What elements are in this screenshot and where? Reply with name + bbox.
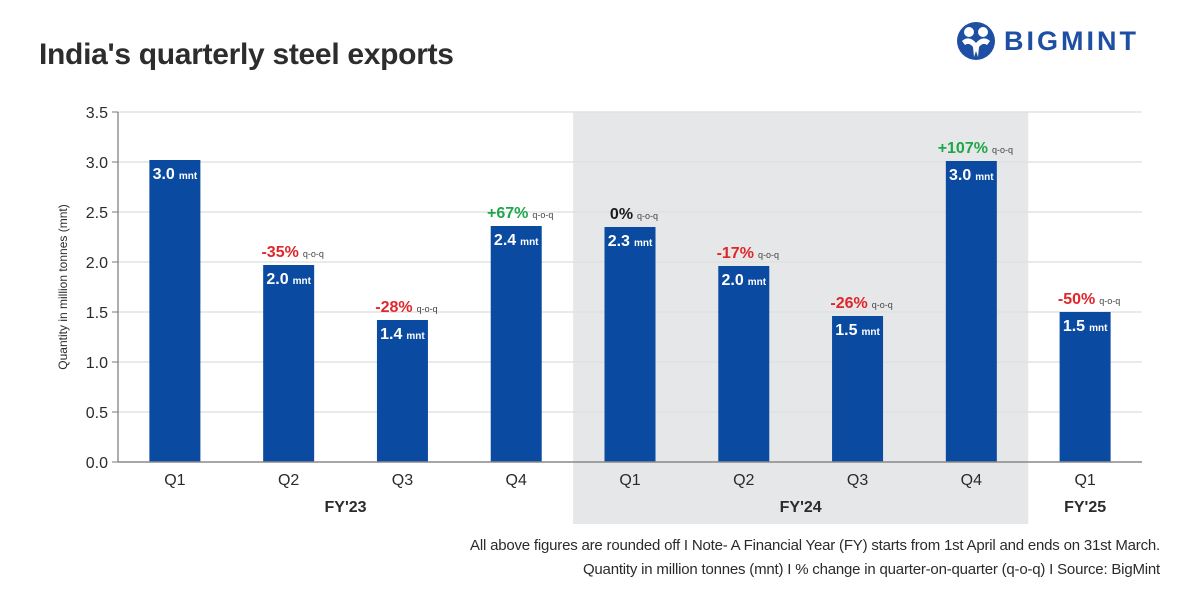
footer-note: All above figures are rounded off I Note… bbox=[470, 537, 1160, 554]
qoq-change-label: +107% q-o-q bbox=[938, 140, 1013, 157]
qoq-change-label: -50% q-o-q bbox=[1058, 291, 1120, 308]
bar bbox=[604, 227, 656, 462]
y-tick-label: 3.0 bbox=[86, 155, 108, 172]
bar-value-label: 2.0 mnt bbox=[721, 272, 766, 289]
bar-value-label: 1.5 mnt bbox=[835, 322, 880, 339]
bar-value-label: 2.4 mnt bbox=[494, 232, 539, 249]
x-tick-label: Q3 bbox=[847, 472, 868, 489]
x-tick-label: Q2 bbox=[733, 472, 754, 489]
bar-value-label: 3.0 mnt bbox=[153, 166, 198, 183]
bar-value-label: 3.0 mnt bbox=[949, 167, 994, 184]
bar bbox=[832, 316, 884, 462]
y-tick-label: 1.0 bbox=[86, 355, 108, 372]
bar bbox=[149, 160, 201, 462]
fiscal-year-label: FY'25 bbox=[1064, 499, 1106, 516]
x-tick-label: Q4 bbox=[961, 472, 982, 489]
bar bbox=[945, 161, 997, 462]
x-tick-label: Q1 bbox=[1074, 472, 1095, 489]
fiscal-year-label: FY'23 bbox=[325, 499, 367, 516]
bar-value-label: 2.3 mnt bbox=[608, 233, 653, 250]
bar-value-label: 1.4 mnt bbox=[380, 326, 425, 343]
qoq-change-label: -35% q-o-q bbox=[261, 244, 323, 261]
brand-name: BIGMINT bbox=[1004, 25, 1139, 56]
y-tick-label: 2.0 bbox=[86, 255, 108, 272]
bigmint-people-icon bbox=[957, 22, 995, 60]
chart-title: India's quarterly steel exports bbox=[39, 38, 454, 71]
bar bbox=[263, 265, 315, 462]
qoq-change-label: +67% q-o-q bbox=[487, 205, 553, 222]
x-tick-label: Q1 bbox=[164, 472, 185, 489]
y-tick-label: 2.5 bbox=[86, 205, 108, 222]
x-tick-label: Q2 bbox=[278, 472, 299, 489]
x-tick-label: Q3 bbox=[392, 472, 413, 489]
bar bbox=[376, 320, 428, 462]
x-tick-label: Q4 bbox=[506, 472, 527, 489]
qoq-change-label: -28% q-o-q bbox=[375, 299, 437, 316]
qoq-change-label: -26% q-o-q bbox=[830, 295, 892, 312]
bar bbox=[490, 226, 542, 462]
footer-source: Quantity in million tonnes (mnt) I % cha… bbox=[582, 561, 1160, 578]
y-tick-label: 1.5 bbox=[86, 305, 108, 322]
bar-value-label: 2.0 mnt bbox=[266, 271, 311, 288]
bar bbox=[1059, 312, 1111, 462]
bar-value-label: 1.5 mnt bbox=[1063, 318, 1108, 335]
brand-logo: BIGMINT bbox=[956, 21, 1139, 61]
bar bbox=[718, 266, 770, 462]
y-tick-label: 3.5 bbox=[86, 105, 108, 122]
y-tick-label: 0.0 bbox=[86, 455, 108, 472]
x-tick-label: Q1 bbox=[619, 472, 640, 489]
qoq-change-label: 0% q-o-q bbox=[610, 206, 658, 223]
fiscal-year-label: FY'24 bbox=[780, 499, 822, 516]
y-axis-label: Quantity in million tonnes (mnt) bbox=[56, 204, 70, 369]
qoq-change-label: -17% q-o-q bbox=[717, 245, 779, 262]
y-tick-label: 0.5 bbox=[86, 405, 108, 422]
